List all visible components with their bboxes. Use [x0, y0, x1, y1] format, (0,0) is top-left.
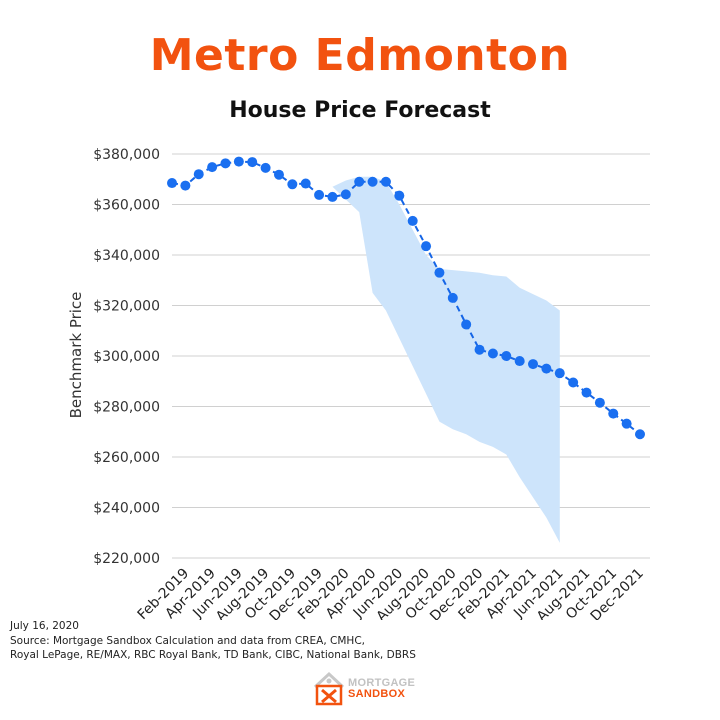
data-point [180, 180, 191, 191]
data-point [621, 418, 632, 429]
data-point [581, 387, 592, 398]
data-point [394, 190, 405, 201]
data-point [260, 162, 271, 173]
data-point [220, 158, 231, 169]
mortgage-sandbox-logo-icon [313, 671, 345, 706]
data-point [608, 408, 619, 419]
data-point [380, 176, 391, 187]
y-tick-label: $280,000 [93, 400, 160, 416]
confidence-band [332, 176, 560, 543]
data-point [421, 241, 432, 252]
data-point [233, 156, 244, 167]
data-point [314, 189, 325, 200]
data-point [487, 348, 498, 359]
data-point [594, 397, 605, 408]
footer-notes: July 16, 2020 Source: Mortgage Sandbox C… [10, 619, 416, 663]
data-point [354, 176, 365, 187]
data-point [554, 368, 565, 379]
data-point [193, 169, 204, 180]
footer-source-line1: Source: Mortgage Sandbox Calculation and… [10, 634, 365, 647]
data-point [461, 319, 472, 330]
data-point [528, 359, 539, 370]
data-point [300, 178, 311, 189]
footer-date: July 16, 2020 [10, 620, 79, 632]
data-point [287, 179, 298, 190]
y-tick-label: $240,000 [93, 501, 160, 517]
data-point [447, 292, 458, 303]
data-point [407, 215, 418, 226]
data-point [434, 267, 445, 278]
data-point [273, 169, 284, 180]
data-point [501, 351, 512, 361]
data-point [474, 344, 485, 355]
data-point [247, 157, 258, 168]
data-point [327, 191, 338, 202]
y-tick-label: $380,000 [93, 147, 160, 163]
y-tick-label: $360,000 [93, 198, 160, 214]
price-forecast-chart: $380,000 $360,000 $340,000 $320,000 $300,000… [67, 147, 650, 620]
y-axis-label: Benchmark Price [67, 292, 85, 419]
logo-text-line2: SANDBOX [348, 688, 406, 700]
footer-source-line2: Royal LePage, RE/MAX, RBC Royal Bank, TD… [10, 649, 416, 661]
data-point [514, 356, 525, 367]
data-point [167, 178, 177, 189]
data-point [568, 377, 579, 388]
data-point [367, 176, 378, 187]
data-point [541, 363, 552, 374]
y-tick-label: $340,000 [93, 248, 160, 264]
chart-subtitle: House Price Forecast [229, 98, 491, 123]
chart-title: Metro Edmonton [149, 30, 571, 81]
mortgage-sandbox-logo: MORTGAGE SANDBOX [312, 670, 422, 710]
data-point [207, 162, 218, 173]
y-tick-label: $300,000 [93, 349, 160, 365]
y-tick-label: $220,000 [93, 551, 160, 567]
y-tick-label: $260,000 [93, 450, 160, 466]
data-point [340, 189, 351, 200]
logo-text-line1: MORTGAGE [348, 677, 416, 689]
data-point [635, 429, 645, 440]
y-tick-label: $320,000 [93, 299, 160, 315]
